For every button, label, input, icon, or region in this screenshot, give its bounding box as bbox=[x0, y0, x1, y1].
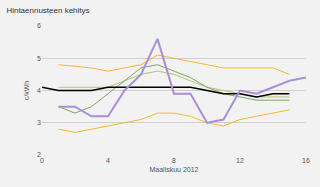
svg-text:3: 3 bbox=[37, 119, 41, 126]
svg-text:Hintaennusteen kehitys: Hintaennusteen kehitys bbox=[6, 6, 89, 15]
svg-text:5: 5 bbox=[37, 55, 41, 62]
svg-text:4: 4 bbox=[37, 87, 41, 94]
svg-text:Maaliskuu 2012: Maaliskuu 2012 bbox=[149, 166, 198, 173]
svg-text:c/kWh: c/kWh bbox=[23, 81, 30, 101]
svg-text:16: 16 bbox=[302, 157, 310, 164]
svg-text:0: 0 bbox=[40, 157, 44, 164]
svg-text:6: 6 bbox=[37, 22, 41, 29]
svg-text:8: 8 bbox=[172, 157, 176, 164]
svg-text:4: 4 bbox=[106, 157, 110, 164]
svg-text:2: 2 bbox=[37, 151, 41, 158]
svg-text:12: 12 bbox=[236, 157, 244, 164]
